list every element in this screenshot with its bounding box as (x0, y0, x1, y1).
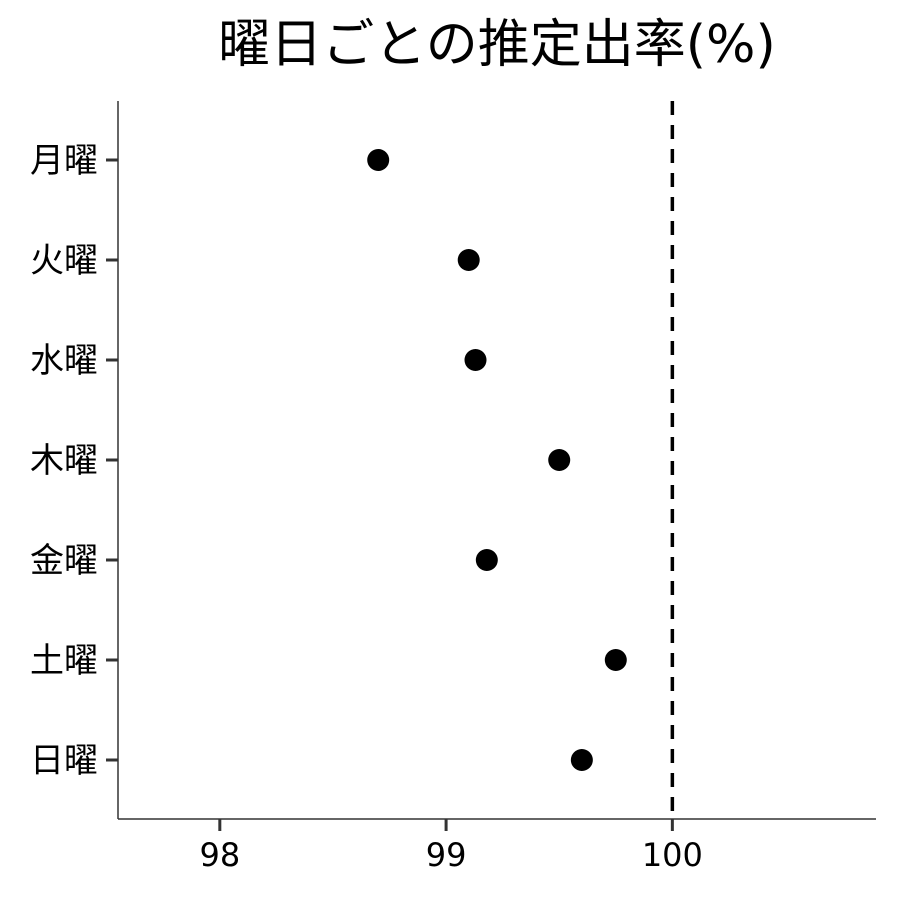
data-point (548, 449, 571, 471)
data-point (475, 549, 498, 571)
y-tick-label: 日曜 (30, 741, 98, 781)
y-tick-label: 金曜 (30, 541, 98, 581)
data-point (570, 749, 593, 771)
data-point (464, 349, 487, 371)
y-tick-label: 月曜 (30, 141, 98, 181)
data-point (367, 149, 390, 171)
x-tick-label: 100 (642, 836, 703, 874)
point-layer (367, 149, 627, 771)
chart-title: 曜日ごとの推定出率(%) (218, 15, 775, 75)
y-tick-label: 土曜 (30, 641, 98, 681)
data-point (604, 649, 627, 671)
x-tick-label: 99 (426, 836, 467, 874)
x-tick-label: 98 (199, 836, 240, 874)
data-point (457, 249, 480, 271)
y-tick-label: 水曜 (30, 341, 98, 381)
y-tick-label: 木曜 (30, 441, 98, 481)
y-tick-label: 火曜 (30, 241, 98, 281)
